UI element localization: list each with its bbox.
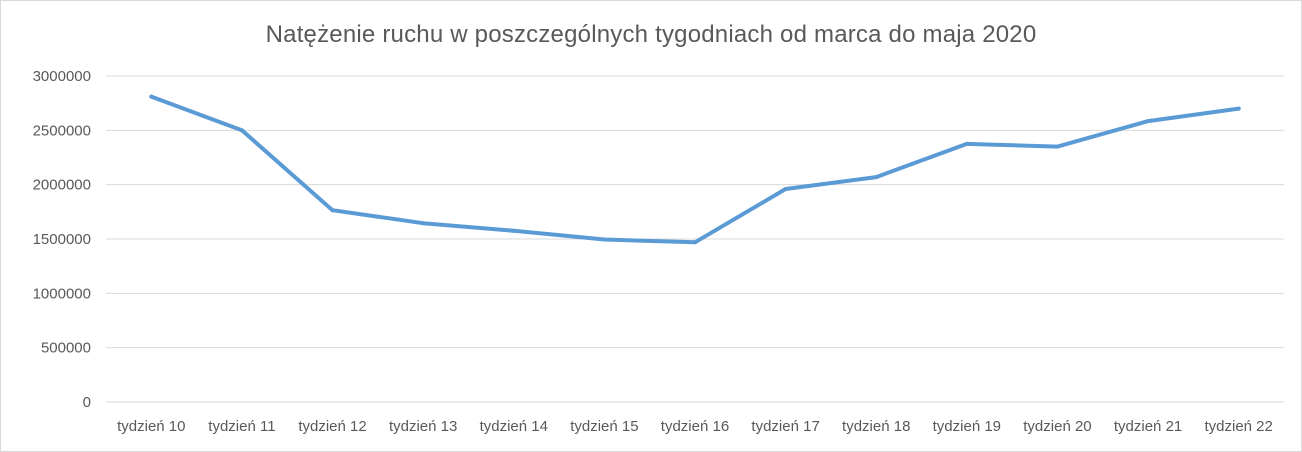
data-point bbox=[330, 208, 335, 213]
y-tick-label: 1500000 bbox=[33, 231, 91, 248]
data-point bbox=[1236, 106, 1241, 111]
data-point bbox=[239, 128, 244, 133]
y-tick-label: 500000 bbox=[41, 340, 91, 357]
x-tick-label: tydzień 13 bbox=[389, 418, 457, 435]
data-point bbox=[783, 187, 788, 192]
y-tick-label: 0 bbox=[83, 394, 91, 411]
x-tick-label: tydzień 11 bbox=[208, 418, 275, 435]
data-point bbox=[1055, 144, 1060, 149]
y-tick-label: 2500000 bbox=[33, 122, 91, 139]
y-tick-label: 3000000 bbox=[33, 68, 91, 85]
x-tick-label: tydzień 22 bbox=[1204, 418, 1272, 435]
data-point bbox=[1146, 119, 1151, 124]
y-tick-label: 2000000 bbox=[33, 177, 91, 194]
x-tick-label: tydzień 10 bbox=[117, 418, 185, 435]
y-tick-label: 1000000 bbox=[33, 285, 91, 302]
series-line bbox=[149, 94, 1241, 245]
x-tick-label: tydzień 16 bbox=[661, 418, 729, 435]
x-tick-label: tydzień 18 bbox=[842, 418, 910, 435]
x-tick-label: tydzień 12 bbox=[298, 418, 366, 435]
x-tick-label: tydzień 15 bbox=[570, 418, 638, 435]
data-point bbox=[511, 228, 516, 233]
data-point bbox=[874, 175, 879, 180]
x-tick-label: tydzień 20 bbox=[1023, 418, 1091, 435]
x-tick-label: tydzień 14 bbox=[480, 418, 548, 435]
data-point bbox=[421, 221, 426, 226]
x-tick-label: tydzień 17 bbox=[751, 418, 819, 435]
x-tick-label: tydzień 19 bbox=[933, 418, 1001, 435]
data-point bbox=[602, 237, 607, 242]
data-point bbox=[149, 94, 154, 99]
data-point bbox=[964, 141, 969, 146]
x-tick-label: tydzień 21 bbox=[1114, 418, 1182, 435]
data-point bbox=[693, 240, 697, 245]
chart-title: Natężenie ruchu w poszczególnych tygodni… bbox=[265, 21, 1037, 48]
